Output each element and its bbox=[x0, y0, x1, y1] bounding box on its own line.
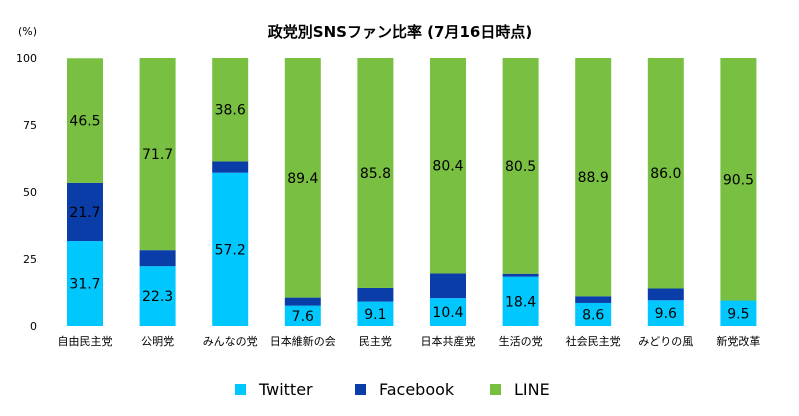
bar-segment-line bbox=[720, 58, 757, 301]
y-axis: 0 25 50 75 100 bbox=[16, 52, 37, 333]
bar-segment-facebook bbox=[502, 273, 539, 277]
data-label: 18.4 bbox=[505, 294, 536, 310]
bar-segment-facebook bbox=[67, 182, 103, 242]
data-label: 31.7 bbox=[69, 277, 100, 293]
data-label: 90.5 bbox=[723, 172, 754, 188]
data-label: 88.9 bbox=[578, 170, 609, 186]
data-label: 8.6 bbox=[582, 307, 604, 323]
bar-segment-twitter bbox=[430, 298, 466, 326]
x-tick-label: 日本維新の会 bbox=[270, 334, 336, 348]
x-tick-label: 生活の党 bbox=[499, 334, 543, 348]
bar-segment-facebook bbox=[647, 288, 684, 301]
legend-swatch-twitter bbox=[235, 384, 246, 395]
bar-segment-line bbox=[502, 58, 539, 274]
data-label: 22.3 bbox=[142, 289, 173, 305]
bars: 31.7 21.7 46.5 22.3 71.7 57.2 38.6 7.6 89.4 9.1 85… bbox=[67, 58, 757, 326]
data-label: 86.0 bbox=[650, 166, 681, 182]
bar-segment-twitter bbox=[212, 172, 249, 326]
x-tick-label: みんなの党 bbox=[203, 335, 258, 348]
legend-swatch-facebook bbox=[355, 384, 366, 395]
x-tick-label: 民主党 bbox=[359, 335, 392, 348]
bar-segment-facebook bbox=[430, 273, 466, 299]
bar-segment-line bbox=[647, 58, 684, 289]
x-tick-label: みどりの風 bbox=[638, 335, 693, 348]
bar-segment-twitter bbox=[647, 300, 684, 326]
data-label: 9.6 bbox=[655, 306, 677, 322]
data-label: 46.5 bbox=[69, 114, 100, 130]
bar-segment-twitter bbox=[502, 276, 539, 326]
bar-segment-facebook bbox=[357, 287, 394, 302]
data-label: 38.6 bbox=[215, 103, 246, 119]
x-tick-label: 公明党 bbox=[141, 335, 174, 348]
bar-segment-line bbox=[212, 58, 249, 162]
data-label: 9.5 bbox=[727, 306, 749, 322]
bar-segment-line bbox=[67, 58, 103, 183]
bar-segment-facebook bbox=[212, 161, 249, 173]
bar-segment-line bbox=[357, 58, 394, 288]
y-axis-label: (%) bbox=[18, 25, 37, 38]
data-label: 80.5 bbox=[505, 159, 536, 175]
bar-segment-line bbox=[139, 58, 176, 251]
bar-segment-twitter bbox=[720, 300, 757, 326]
y-tick-label: 100 bbox=[16, 52, 37, 65]
bar-segment-line bbox=[284, 58, 321, 298]
bar-segment-twitter bbox=[139, 266, 176, 326]
data-label: 80.4 bbox=[432, 159, 463, 175]
data-label: 85.8 bbox=[360, 166, 391, 182]
bar-segment-facebook bbox=[139, 250, 176, 267]
x-tick-label: 自由民主党 bbox=[58, 334, 113, 348]
data-label: 10.4 bbox=[432, 305, 463, 321]
legend-label-line: LINE bbox=[514, 380, 550, 399]
legend: Twitter Facebook LINE bbox=[235, 380, 550, 399]
x-tick-label: 日本共産党 bbox=[421, 334, 476, 348]
legend-label-facebook: Facebook bbox=[379, 380, 455, 399]
bar-segment-twitter bbox=[575, 302, 612, 326]
bar-segment-line bbox=[430, 58, 466, 274]
y-tick-label: 75 bbox=[23, 119, 37, 132]
legend-swatch-line bbox=[490, 384, 501, 395]
y-tick-label: 25 bbox=[23, 253, 37, 266]
data-label: 57.2 bbox=[215, 242, 246, 258]
legend-label-twitter: Twitter bbox=[258, 380, 313, 399]
y-tick-label: 50 bbox=[23, 186, 37, 199]
x-axis: 自由民主党 公明党 みんなの党 日本維新の会 民主党 日本共産党 生活の党 社会民主党 みどりの… bbox=[58, 334, 761, 348]
data-label: 21.7 bbox=[69, 205, 100, 221]
y-tick-label: 0 bbox=[30, 320, 37, 333]
bar-segment-facebook bbox=[575, 296, 612, 303]
data-label: 71.7 bbox=[142, 147, 173, 163]
data-label: 9.1 bbox=[364, 307, 386, 323]
data-label: 7.6 bbox=[292, 309, 314, 325]
bar-segment-twitter bbox=[357, 301, 394, 326]
bar-segment-twitter bbox=[284, 305, 321, 326]
bar-segment-twitter bbox=[67, 241, 103, 326]
chart-title: 政党別SNSファン比率 (7月16日時点) bbox=[268, 23, 532, 41]
bar-segment-line bbox=[575, 58, 612, 297]
x-tick-label: 社会民主党 bbox=[566, 334, 621, 348]
x-tick-label: 新党改革 bbox=[716, 334, 760, 348]
bar-segment-facebook bbox=[284, 297, 321, 306]
data-label: 89.4 bbox=[287, 171, 318, 187]
